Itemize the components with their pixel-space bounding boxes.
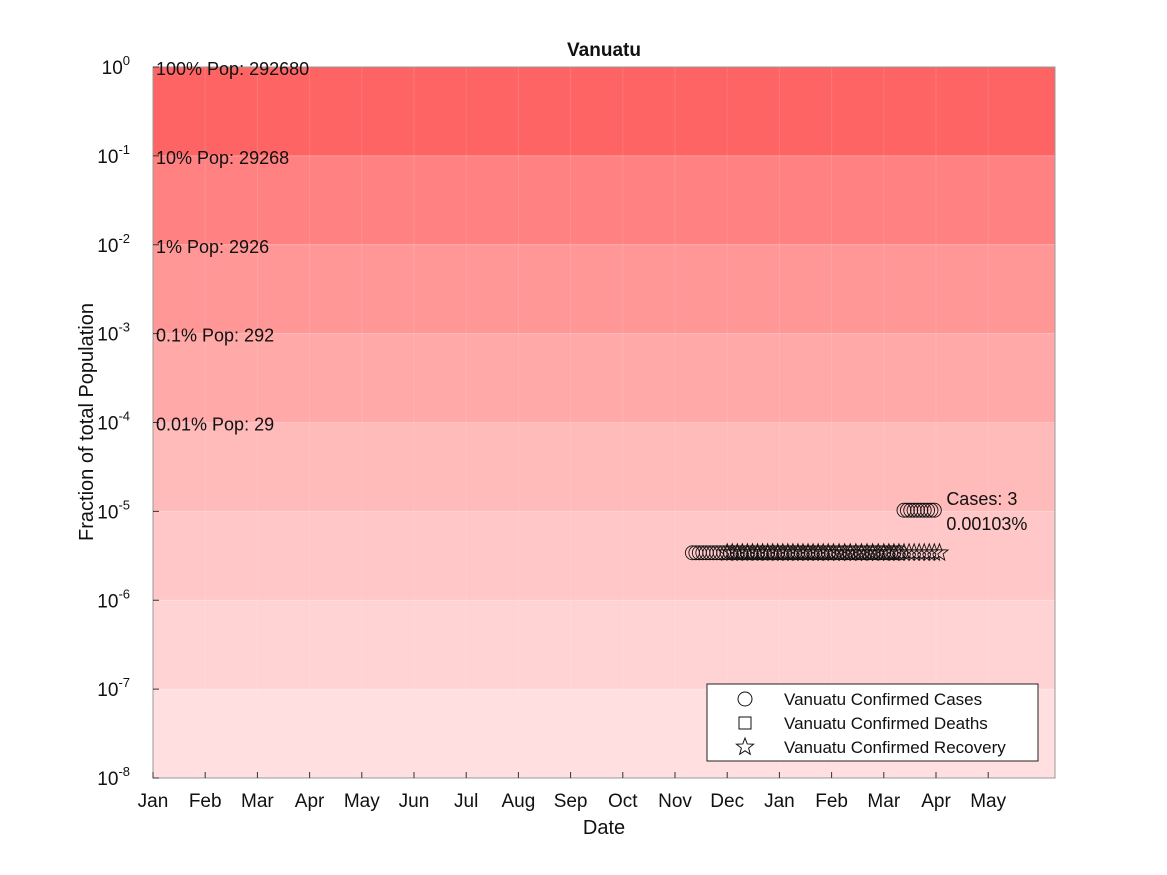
y-tick-exponent: -2 xyxy=(118,231,130,246)
x-tick-label: Mar xyxy=(867,791,900,812)
annotation-line: 0.00103% xyxy=(946,514,1027,534)
x-axis-ticks: Jan Feb Mar Apr May Jun Jul Aug Sep Oct Nov Dec Jan F… xyxy=(138,772,1007,812)
cases-annotation: Cases: 3 0.00103% xyxy=(946,489,1027,534)
cases-marker xyxy=(910,502,925,518)
population-band-label: 1% Pop: 2926 xyxy=(156,237,269,257)
legend-square-icon xyxy=(738,716,752,730)
legend-entry-label: Vanuatu Confirmed Cases xyxy=(784,690,982,709)
y-tick-label: 10-6 xyxy=(97,586,130,612)
y-tick-label: 10-7 xyxy=(97,675,130,701)
y-tick-exponent: -4 xyxy=(118,409,130,424)
population-band-label: 10% Pop: 29268 xyxy=(156,148,289,168)
cases-marker xyxy=(920,502,936,518)
recovery-marker xyxy=(924,542,945,562)
y-tick-label: 10-8 xyxy=(97,764,130,790)
y-tick-exponent: -6 xyxy=(118,586,130,601)
data-markers xyxy=(684,502,950,562)
population-band-label: 0.1% Pop: 292 xyxy=(156,326,274,346)
population-band xyxy=(153,422,1055,512)
x-tick-label: Dec xyxy=(710,791,744,812)
x-tick-label: Sep xyxy=(554,791,588,812)
population-band-labels: 100% Pop: 292680 10% Pop: 29268 1% Pop: 29… xyxy=(156,59,309,435)
legend-entry-label: Vanuatu Confirmed Deaths xyxy=(784,714,988,733)
x-axis-label: Date xyxy=(583,817,625,839)
legend-circle-icon xyxy=(737,691,753,707)
y-tick-label: 10-5 xyxy=(97,497,130,523)
cases-marker xyxy=(913,502,929,518)
population-band xyxy=(153,67,1055,156)
population-band xyxy=(153,155,1055,245)
x-tick-label: Feb xyxy=(815,791,848,812)
legend: Vanuatu Confirmed Cases Vanuatu Confirmed… xyxy=(706,683,1039,762)
y-tick-base: 10 xyxy=(97,325,118,346)
x-tick-label: Apr xyxy=(921,791,951,812)
cases-marker xyxy=(926,502,942,518)
y-tick-base: 10 xyxy=(97,680,118,701)
y-tick-base: 10 xyxy=(102,58,123,79)
cases-marker xyxy=(899,502,915,518)
cases-marker xyxy=(896,502,912,518)
x-tick-label: Jul xyxy=(454,791,478,812)
legend-star-icon xyxy=(735,736,755,756)
cases-marker xyxy=(906,502,922,518)
x-tick-label: Jan xyxy=(138,791,169,812)
y-tick-label: 100 xyxy=(102,53,130,79)
y-tick-label: 10-2 xyxy=(97,231,130,257)
cases-marker xyxy=(903,502,919,518)
y-tick-exponent: -3 xyxy=(118,320,130,335)
x-tick-label: May xyxy=(970,791,1006,812)
y-tick-label: 10-4 xyxy=(97,409,130,435)
x-tick-label: Feb xyxy=(189,791,222,812)
annotation-line: Cases: 3 xyxy=(946,489,1017,509)
x-tick-label: Jun xyxy=(399,791,430,812)
x-tick-label: Nov xyxy=(658,791,692,812)
y-tick-label: 10-1 xyxy=(97,142,130,168)
cases-marker xyxy=(916,502,932,518)
y-tick-label: 10-3 xyxy=(97,320,130,346)
recovery-marker xyxy=(929,542,950,562)
y-axis-label: Fraction of total Population xyxy=(76,303,98,541)
y-tick-exponent: 0 xyxy=(123,53,130,68)
chart-title: Vanuatu xyxy=(567,40,641,61)
y-tick-base: 10 xyxy=(97,236,118,257)
legend-entry-label: Vanuatu Confirmed Recovery xyxy=(784,738,1006,757)
y-tick-base: 10 xyxy=(97,414,118,435)
x-tick-label: Apr xyxy=(295,791,325,812)
y-tick-exponent: -7 xyxy=(118,675,130,690)
x-tick-label: Oct xyxy=(608,791,638,812)
y-tick-base: 10 xyxy=(97,591,118,612)
y-tick-exponent: -1 xyxy=(118,142,130,157)
y-tick-base: 10 xyxy=(97,502,118,523)
y-tick-exponent: -5 xyxy=(118,497,130,512)
x-tick-label: Jan xyxy=(764,791,795,812)
x-tick-label: Aug xyxy=(501,791,535,812)
population-band-label: 100% Pop: 292680 xyxy=(156,59,309,79)
x-tick-label: May xyxy=(344,791,380,812)
population-band xyxy=(153,244,1055,334)
cases-marker xyxy=(923,502,939,518)
population-band-label: 0.01% Pop: 29 xyxy=(156,415,274,435)
legend-box xyxy=(706,683,1039,762)
x-tick-label: Mar xyxy=(241,791,274,812)
y-tick-exponent: -8 xyxy=(118,764,130,779)
population-band xyxy=(153,600,1055,690)
y-tick-base: 10 xyxy=(97,769,118,790)
y-tick-base: 10 xyxy=(97,147,118,168)
population-band xyxy=(153,333,1055,423)
